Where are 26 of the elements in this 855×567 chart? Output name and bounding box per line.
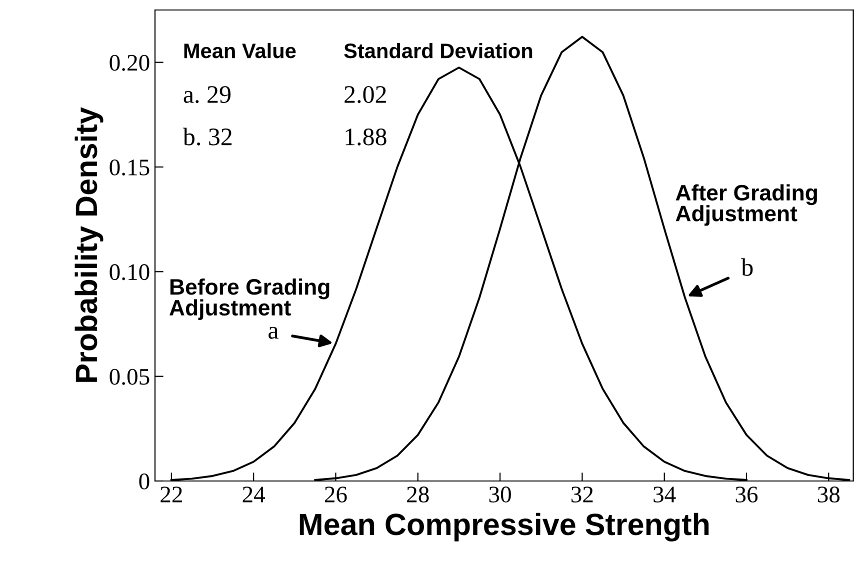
text: b (741, 258, 753, 276)
annotation: Standard Deviation (344, 42, 532, 58)
x-tick-label: 30 (489, 486, 511, 502)
x-tick-label: 28 (407, 486, 429, 502)
x-tick-label: 38 (818, 486, 840, 502)
annotation: a. 29 (184, 86, 231, 104)
x-tick-label: 36 (736, 486, 758, 502)
y-tick-label: 0.05 (110, 368, 150, 385)
annotation: After Grading Adjustment (676, 184, 817, 226)
y-tick-label: 0 (139, 473, 150, 490)
x-tick-label: 24 (242, 486, 266, 502)
y-tick-label: 0.15 (110, 159, 150, 176)
annotation: 1.88 (346, 128, 386, 146)
annotation: Mean Value (184, 42, 296, 58)
x-tick-label: 34 (654, 486, 676, 502)
annotation: b. 32 (182, 128, 232, 146)
y-tick-label: 0.10 (110, 264, 150, 280)
x-tick-label: 32 (572, 486, 593, 502)
annotation: Before Grading Adjustment (170, 278, 330, 320)
x-tick-label: 26 (324, 486, 347, 502)
annotation: 2.02 (344, 86, 386, 104)
y-tick-label: 0.20 (110, 54, 150, 71)
legend-label: a (268, 326, 278, 339)
x-axis-title: Mean Compressive Strength (300, 512, 709, 542)
y-axis-title: Probability Density (74, 107, 104, 382)
x-tick-label: 22 (160, 486, 182, 502)
